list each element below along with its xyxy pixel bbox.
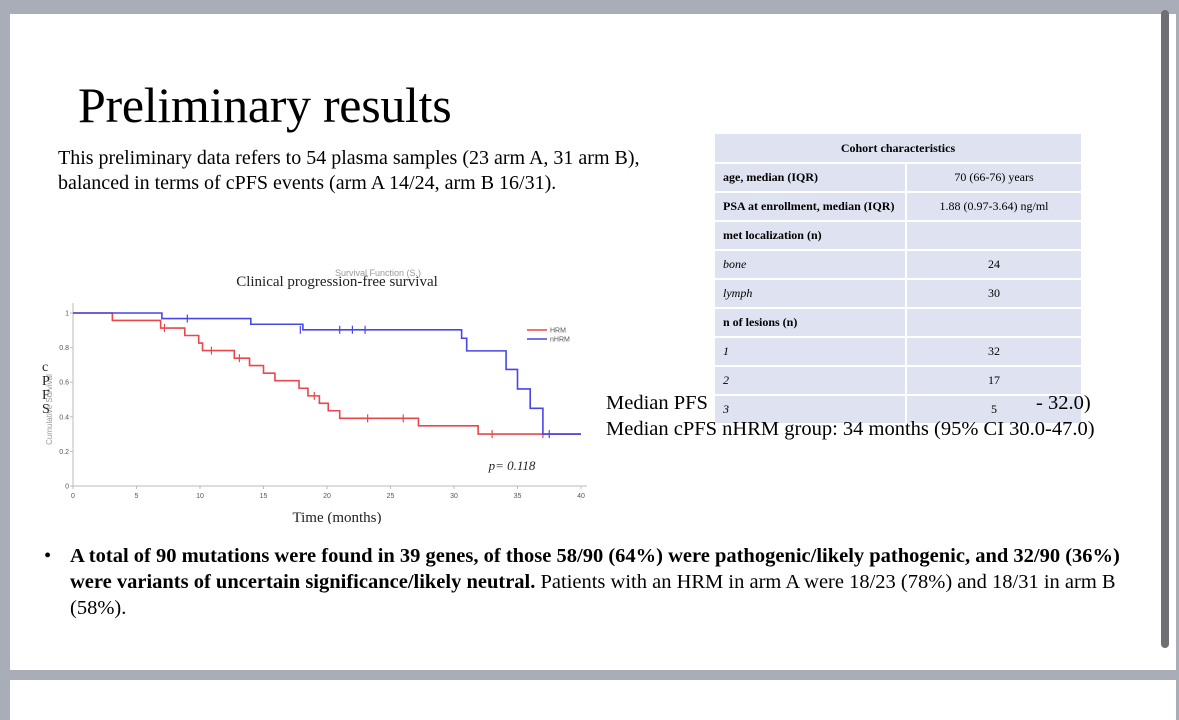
table-row: 1 32 — [713, 336, 1083, 367]
y-tick-label: 0.2 — [59, 449, 69, 456]
cohort-table-header: Cohort characteristics — [713, 132, 1083, 164]
row-label: bone — [713, 249, 907, 280]
row-label: lymph — [713, 278, 907, 309]
bullet-rest-text: Patients with an HRM in arm A were 18/23… — [70, 571, 1116, 619]
page-title: Preliminary results — [78, 77, 452, 133]
slide: Preliminary results This preliminary dat… — [10, 14, 1176, 670]
row-label: age, median (IQR) — [713, 162, 907, 193]
row-value: 17 — [905, 365, 1083, 396]
x-tick-label: 25 — [387, 493, 395, 500]
x-tick-label: 40 — [577, 493, 585, 500]
chart-overlay-title: Survival Function (S.) — [335, 268, 421, 278]
table-row: PSA at enrollment, median (IQR) 1.88 (0.9… — [713, 191, 1083, 222]
cohort-table: Cohort characteristics age, median (IQR)… — [713, 132, 1083, 425]
legend-label-HRM: HRM — [550, 328, 566, 335]
row-label: met localization (n) — [713, 220, 907, 251]
table-row: met localization (n) — [713, 220, 1083, 251]
x-tick-label: 5 — [135, 493, 139, 500]
x-axis-label: Time (months) — [292, 510, 381, 524]
x-tick-label: 30 — [450, 493, 458, 500]
scrollbar[interactable] — [1161, 10, 1169, 648]
table-row: bone 24 — [713, 249, 1083, 280]
table-row: n of lesions (n) — [713, 307, 1083, 338]
x-tick-label: 20 — [323, 493, 331, 500]
series-line-nHRM — [73, 312, 581, 435]
row-label: 2 — [713, 365, 907, 396]
table-row: lymph 30 — [713, 278, 1083, 309]
median-line1-right: - 32.0) — [1036, 392, 1091, 414]
y-axis-letter: c — [42, 360, 48, 375]
y-tick-label: 1 — [65, 311, 69, 318]
x-tick-label: 0 — [71, 493, 75, 500]
row-value: 5 — [905, 394, 1083, 425]
bullet-dot: • — [44, 545, 52, 567]
y-axis-letter: F — [42, 388, 50, 403]
x-tick-label: 10 — [196, 493, 204, 500]
row-value: 1.88 (0.97-3.64) ng/ml — [905, 191, 1083, 222]
row-value: 70 (66-76) years — [905, 162, 1083, 193]
y-axis-letter: P — [42, 374, 50, 389]
y-axis-overlay-label: Cumulative Survival — [45, 374, 54, 445]
y-tick-label: 0.6 — [59, 380, 69, 387]
window-top-border — [0, 0, 1179, 14]
series-line-HRM — [73, 312, 581, 435]
row-label: 1 — [713, 336, 907, 367]
plot-area: 0 5 10 15 20 25 30 35 40 0 0.2 0.4 0.6 0.8 1 Cumulative… — [42, 303, 587, 500]
bullet-text: A total of 90 mutations were found in 39… — [70, 543, 1160, 621]
x-tick-label: 35 — [514, 493, 522, 500]
survival-chart: Clinical progression-free survival Survi… — [42, 268, 587, 524]
row-value: 30 — [905, 278, 1083, 309]
table-row: 2 17 — [713, 365, 1083, 396]
row-value: 32 — [905, 336, 1083, 367]
bullet-bold-text: A total of 90 mutations were found in 39… — [70, 545, 1120, 593]
chart-title: Clinical progression-free survival — [236, 274, 438, 290]
row-value — [905, 220, 1083, 251]
p-value-annotation: p= 0.118 — [488, 458, 536, 473]
next-slide-edge — [10, 680, 1176, 720]
y-axis-letter: S — [42, 402, 50, 417]
median-line2: Median cPFS nHRM group: 34 months (95% C… — [606, 418, 1095, 440]
row-value — [905, 307, 1083, 338]
median-line1-left: Median PFS — [606, 392, 708, 414]
median-text: Median PFS - 32.0) Median cPFS nHRM group… — [606, 390, 1126, 442]
x-tick-label: 15 — [260, 493, 268, 500]
row-value: 24 — [905, 249, 1083, 280]
y-tick-label: 0.8 — [59, 345, 69, 352]
y-tick-label: 0.4 — [59, 414, 69, 421]
intro-paragraph: This preliminary data refers to 54 plasm… — [58, 147, 640, 194]
row-label: 3 — [713, 394, 907, 425]
y-tick-label: 0 — [65, 484, 69, 491]
legend-label-nHRM: nHRM — [550, 337, 570, 344]
table-row: age, median (IQR) 70 (66-76) years — [713, 162, 1083, 193]
row-label: PSA at enrollment, median (IQR) — [713, 191, 907, 222]
row-label: n of lesions (n) — [713, 307, 907, 338]
